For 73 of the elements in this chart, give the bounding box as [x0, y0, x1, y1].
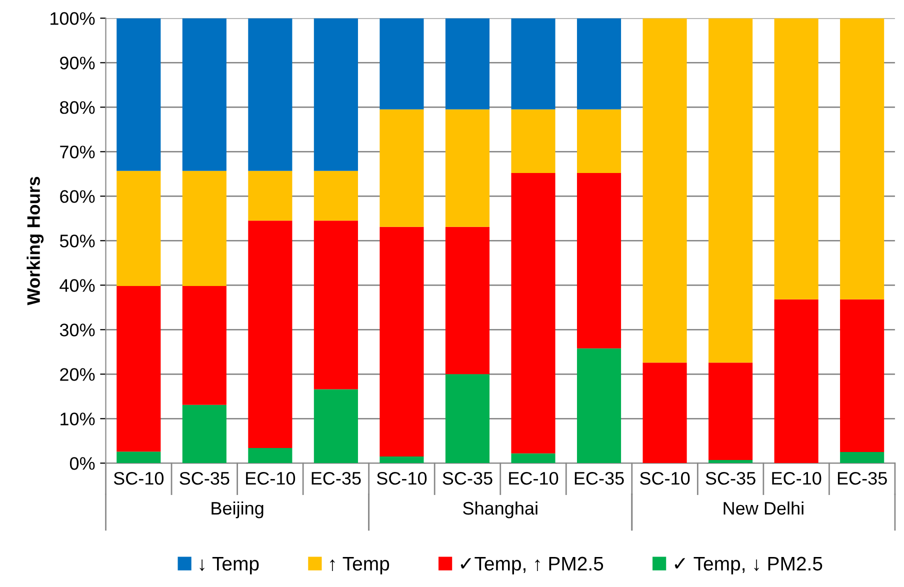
bar	[576, 348, 622, 464]
bar	[511, 453, 556, 464]
bar	[642, 18, 687, 363]
legend-label: ↑ Temp	[330, 557, 390, 574]
bar	[116, 452, 161, 464]
bar	[380, 18, 424, 110]
bar	[314, 18, 358, 171]
y-tick-label: 60%	[60, 190, 95, 203]
x-tick-label: SC-10	[376, 472, 427, 485]
bar	[314, 170, 358, 221]
bar	[445, 374, 490, 464]
bar	[576, 173, 622, 348]
x-tick-label: EC-10	[246, 472, 296, 485]
bar	[314, 389, 358, 464]
bar	[840, 299, 884, 452]
bar	[182, 18, 226, 171]
text: New Delhi	[724, 501, 804, 515]
y-tick-label: 40%	[60, 279, 95, 292]
x-tick-label: SC-10	[640, 472, 690, 485]
bar	[774, 299, 818, 464]
y-tick-label: 100%	[50, 12, 95, 25]
bar	[642, 362, 687, 464]
legend-label: ✓ Temp, ↓ PM2.5	[674, 556, 822, 574]
x-tick-label: SC-35	[706, 472, 756, 485]
bar	[708, 460, 753, 464]
bar	[708, 18, 753, 363]
bar	[511, 173, 556, 454]
bar	[314, 220, 358, 390]
x-tick-label: EC-10	[772, 472, 822, 485]
bar	[116, 18, 161, 171]
bar	[511, 109, 556, 174]
bar	[248, 170, 292, 221]
y-tick-label: 30%	[60, 324, 95, 336]
y-tick-label: 50%	[60, 234, 95, 248]
bar	[445, 109, 490, 227]
bar	[182, 404, 226, 464]
bar	[248, 448, 292, 464]
x-tick-label: SC-10	[114, 472, 164, 485]
y-tick-label: 70%	[60, 146, 95, 158]
y-axis-title: Working Hours	[26, 176, 44, 306]
bar	[248, 18, 292, 171]
x-tick-label: EC-35	[838, 472, 887, 485]
x-tick-label: EC-10	[509, 472, 558, 485]
bar	[511, 18, 556, 110]
bar	[116, 170, 161, 286]
x-tick-label: EC-35	[312, 472, 361, 485]
legend-label: ↓ Temp	[200, 557, 259, 574]
bar	[380, 456, 424, 464]
y-tick-label: 0%	[70, 457, 95, 470]
bar	[774, 18, 818, 300]
x-tick-label: SC-35	[442, 472, 492, 485]
bar	[840, 18, 884, 300]
y-tick-label: 80%	[60, 101, 95, 114]
bar	[182, 170, 226, 286]
text: Beijing	[212, 501, 264, 518]
bar	[576, 109, 622, 174]
x-tick-label: EC-35	[574, 472, 624, 485]
x-tick-label: SC-35	[180, 472, 230, 485]
bar	[116, 286, 161, 452]
y-tick-label: 20%	[60, 368, 95, 381]
bar	[840, 452, 884, 464]
bar	[380, 109, 424, 227]
y-tick-label: 10%	[60, 412, 95, 426]
bar	[445, 226, 490, 374]
bar	[182, 286, 226, 405]
bar	[708, 362, 753, 460]
legend-label: ✓Temp, ↑ PM2.5	[460, 556, 604, 574]
bar	[380, 226, 424, 456]
bar	[576, 18, 622, 110]
bar	[248, 220, 292, 448]
text: Shanghai	[463, 501, 538, 518]
bar	[445, 18, 490, 110]
y-tick-label: 90%	[60, 56, 95, 70]
